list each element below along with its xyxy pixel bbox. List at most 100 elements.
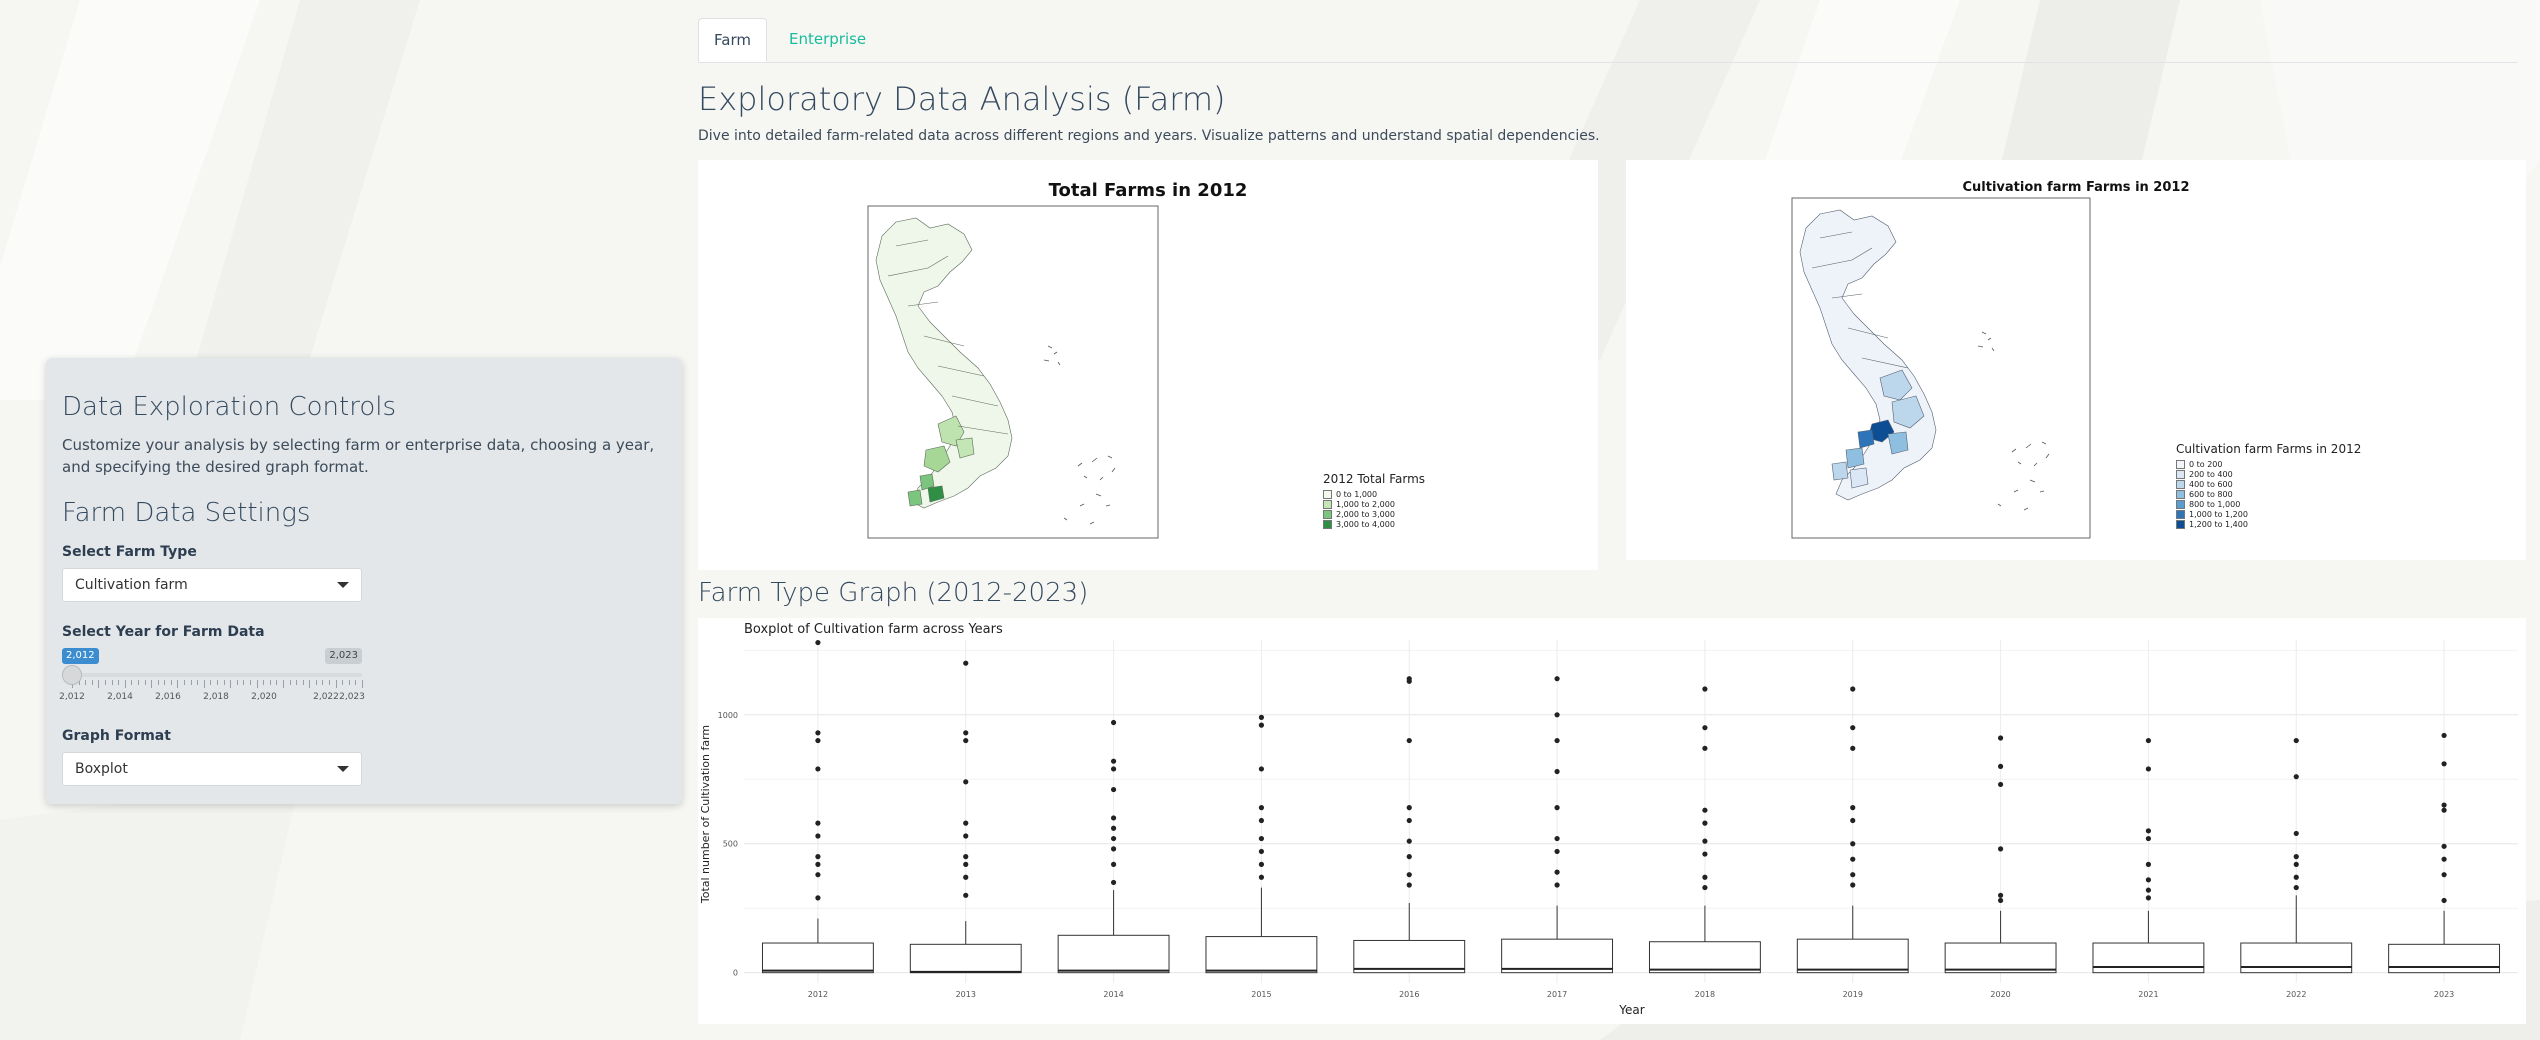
graph-format-selected-value: Boxplot	[75, 761, 128, 777]
cultivation-farms-legend-label: 400 to 600	[2189, 479, 2233, 489]
total-farms-legend-item: 3,000 to 4,000	[1323, 519, 1425, 529]
boxplot-outlier-point	[2293, 737, 2299, 744]
year-slider-tick	[276, 680, 278, 685]
boxplot-box	[761, 942, 874, 974]
total-farms-legend-item: 2,000 to 3,000	[1323, 509, 1425, 519]
cultivation-farms-legend-label: 0 to 200	[2189, 459, 2223, 469]
year-slider-tick	[111, 680, 113, 685]
year-slider-tick	[236, 680, 238, 685]
boxplot-outlier-point	[2145, 887, 2152, 893]
year-slider-tick	[230, 680, 232, 688]
boxplot-outlier-point	[1702, 851, 1708, 857]
total-farms-map-panel: Total Farms in 2012 2012 Total Farms 0 t…	[698, 160, 1598, 570]
boxplot-outlier-point	[1406, 838, 1412, 844]
boxplot-outlier-point	[1997, 846, 2004, 852]
year-slider-tick	[263, 680, 265, 685]
boxplot-y-axis-label: Total number of Cultivation farm	[699, 725, 712, 904]
cultivation-farms-legend-label: 600 to 800	[2189, 489, 2233, 499]
boxplot-outlier-point	[1110, 861, 1117, 867]
boxplot-outlier-point	[1554, 737, 1560, 744]
chevron-down-icon	[337, 766, 349, 772]
boxplot-outlier-point	[1258, 861, 1265, 867]
cultivation-farms-legend-label: 200 to 400	[2189, 469, 2233, 479]
year-tick-label: 2,022	[313, 692, 339, 702]
cultivation-farms-legend-item: 600 to 800	[2176, 489, 2361, 499]
year-slider[interactable]: 2,012 2,023 2,012 2,014 2,016 2,018 2,02…	[59, 648, 365, 706]
boxplot-x-tick-label: 2014	[1103, 990, 1123, 999]
year-slider-tick	[78, 680, 80, 685]
boxplot-outlier-point	[1850, 745, 1856, 751]
boxplot-outlier-point	[1997, 892, 2004, 898]
year-slider-tick	[104, 680, 106, 685]
boxplot-outlier-point	[1258, 874, 1265, 880]
cultivation-farms-legend-swatch	[2176, 469, 2185, 479]
boxplot-outlier-point	[1702, 820, 1708, 826]
boxplot-outlier-point	[1850, 856, 1856, 862]
boxplot-outlier-point	[1702, 884, 1708, 891]
boxplot-outlier-point	[2441, 802, 2447, 808]
boxplot-outlier-point	[1850, 882, 1856, 888]
year-slider-tick	[315, 680, 317, 685]
cultivation-farms-legend-title: Cultivation farm Farms in 2012	[2176, 442, 2362, 456]
boxplot-outlier-point	[1258, 835, 1265, 842]
boxplot-outlier-point	[963, 730, 969, 736]
boxplot-outlier-point	[2145, 877, 2152, 883]
boxplot-outlier-point	[963, 779, 969, 785]
boxplot-outlier-point	[1110, 758, 1117, 764]
boxplot-outlier-point	[963, 820, 969, 826]
cultivation-farms-legend-swatch	[2176, 479, 2185, 489]
boxplot-x-tick-label: 2019	[1843, 990, 1863, 999]
boxplot-outlier-point	[1850, 805, 1856, 811]
boxplot-outlier-point	[1258, 714, 1265, 720]
year-slider-tick	[118, 680, 120, 685]
total-farms-legend-title: 2012 Total Farms	[1323, 472, 1426, 486]
boxplot-outlier-point	[1258, 817, 1265, 824]
boxplot-title: Boxplot of Cultivation farm across Years	[744, 622, 1003, 637]
boxplot-outlier-point	[1554, 712, 1560, 718]
boxplot-outlier-point	[1406, 872, 1412, 878]
vietnam-map-cultivation-farms	[1791, 197, 2091, 539]
boxplot-axes: Boxplot of Cultivation farm across Years…	[699, 622, 2454, 1017]
tab-bar: Farm Enterprise	[698, 18, 2518, 63]
graph-format-select[interactable]: Boxplot	[62, 752, 362, 786]
boxplot-boxes	[761, 639, 2501, 974]
total-farms-legend-swatch	[1323, 519, 1332, 529]
boxplot-x-tick-label: 2015	[1251, 990, 1271, 999]
year-slider-tick	[85, 680, 87, 685]
farm-data-settings-title: Farm Data Settings	[62, 498, 311, 528]
boxplot-outlier-point	[815, 766, 821, 772]
year-tick-label: 2,020	[251, 692, 277, 702]
boxplot-outlier-point	[815, 872, 821, 878]
cultivation-farms-legend-swatch	[2176, 459, 2185, 469]
cultivation-farms-legend-swatch	[2176, 489, 2185, 499]
boxplot-box	[2388, 943, 2501, 974]
boxplot-outlier-point	[815, 854, 821, 860]
total-farms-legend-label: 3,000 to 4,000	[1336, 519, 1395, 529]
year-slider-tick	[362, 680, 363, 688]
tab-enterprise[interactable]: Enterprise	[789, 30, 867, 48]
total-farms-legend-swatch	[1323, 499, 1332, 509]
total-farms-legend-label: 1,000 to 2,000	[1336, 499, 1395, 509]
year-slider-track[interactable]	[70, 673, 362, 677]
boxplot-outlier-point	[1110, 835, 1117, 842]
boxplot-outlier-point	[1702, 686, 1708, 692]
boxplot-outlier-point	[1554, 676, 1560, 682]
boxplot-box	[1057, 934, 1170, 974]
boxplot-x-axis-label: Year	[1618, 1003, 1644, 1017]
tab-farm[interactable]: Farm	[698, 18, 767, 62]
farm-type-select[interactable]: Cultivation farm	[62, 568, 362, 602]
boxplot-outlier-point	[1554, 805, 1560, 811]
boxplot-outlier-point	[1110, 825, 1117, 831]
year-slider-tick	[282, 680, 284, 688]
controls-title: Data Exploration Controls	[62, 392, 397, 422]
year-slider-tick	[177, 680, 179, 688]
boxplot-box	[1944, 942, 2057, 974]
boxplot-x-tick-label: 2017	[1547, 990, 1567, 999]
year-slider-handle[interactable]	[62, 665, 82, 685]
boxplot-outlier-point	[2441, 807, 2447, 813]
year-slider-tick	[296, 680, 298, 685]
farm-type-label: Select Farm Type	[62, 544, 197, 560]
boxplot-outlier-point	[1406, 817, 1412, 824]
boxplot-outlier-point	[1850, 841, 1856, 847]
boxplot-outlier-point	[963, 737, 969, 744]
